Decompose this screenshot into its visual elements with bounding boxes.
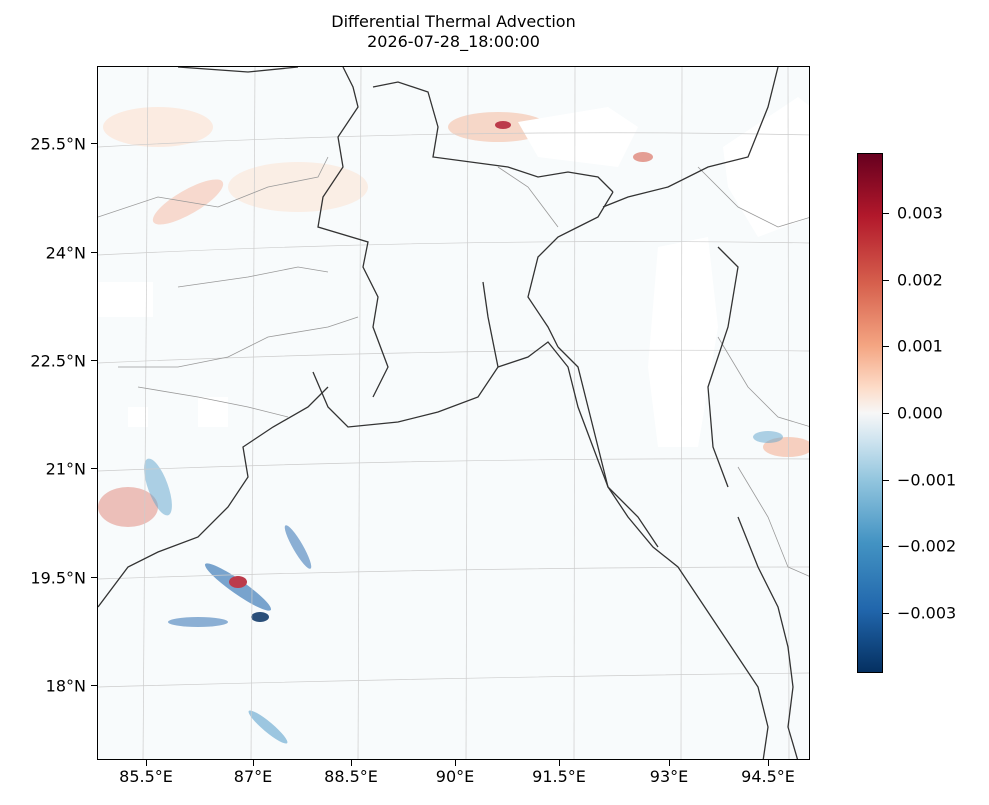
lat-label: 18°N [45,676,86,696]
lat-tick-mark [91,468,97,469]
lat-label: 24°N [45,243,86,263]
colorbar-tick-mark [883,479,889,481]
map-canvas [98,67,809,759]
lon-label: 91.5°E [532,767,586,786]
masked-areas [98,97,809,447]
lat-tick-mark [91,577,97,578]
lon-tick-mark [559,760,560,766]
colorbar-tick-label: −0.002 [897,536,957,556]
lon-tick-mark [351,760,352,766]
lon-label: 94.5°E [741,767,795,786]
lon-label: 93°E [649,767,689,786]
colorbar-tick-mark [883,413,889,414]
lat-label: 21°N [45,459,86,479]
colorbar-tick-mark [883,346,889,348]
lon-label: 85.5°E [119,767,173,786]
colorbar-tick-label: 0.002 [897,270,943,290]
lon-tick-mark [669,760,670,766]
colorbar-tick-label: 0.003 [897,203,943,223]
map-panel[interactable] [97,66,810,760]
lat-tick-mark [91,143,97,144]
colorbar-tick-mark [883,213,889,214]
lon-label: 90°E [435,767,475,786]
colorbar-tick-mark [883,613,889,614]
title-line-1: Differential Thermal Advection [331,12,576,31]
lon-tick-mark [146,760,147,766]
lat-tick-mark [91,252,97,253]
lon-tick-mark [253,760,254,766]
colorbar-tick-label: 0.000 [897,403,943,423]
coastline [98,67,799,759]
state-borders [98,156,809,577]
lon-label: 87°E [233,767,273,786]
plot-title: Differential Thermal Advection 2026-07-2… [97,12,810,52]
lat-label: 19.5°N [30,568,86,588]
lat-tick-mark [91,360,97,361]
graticule [98,67,809,759]
colorbar [857,153,883,673]
lon-label: 88.5°E [324,767,378,786]
lat-tick-mark [91,685,97,686]
colorbar-tick-label: −0.003 [897,603,957,623]
lat-label: 25.5°N [30,134,86,154]
colorbar-tick-label: 0.001 [897,336,943,356]
title-line-2: 2026-07-28_18:00:00 [367,32,540,51]
lat-label: 22.5°N [30,351,86,371]
colorbar-tick-label: −0.001 [897,470,957,490]
lon-tick-mark [455,760,456,766]
colorbar-tick-mark [883,279,889,281]
colorbar-tick-mark [883,546,889,548]
lon-tick-mark [768,760,769,766]
